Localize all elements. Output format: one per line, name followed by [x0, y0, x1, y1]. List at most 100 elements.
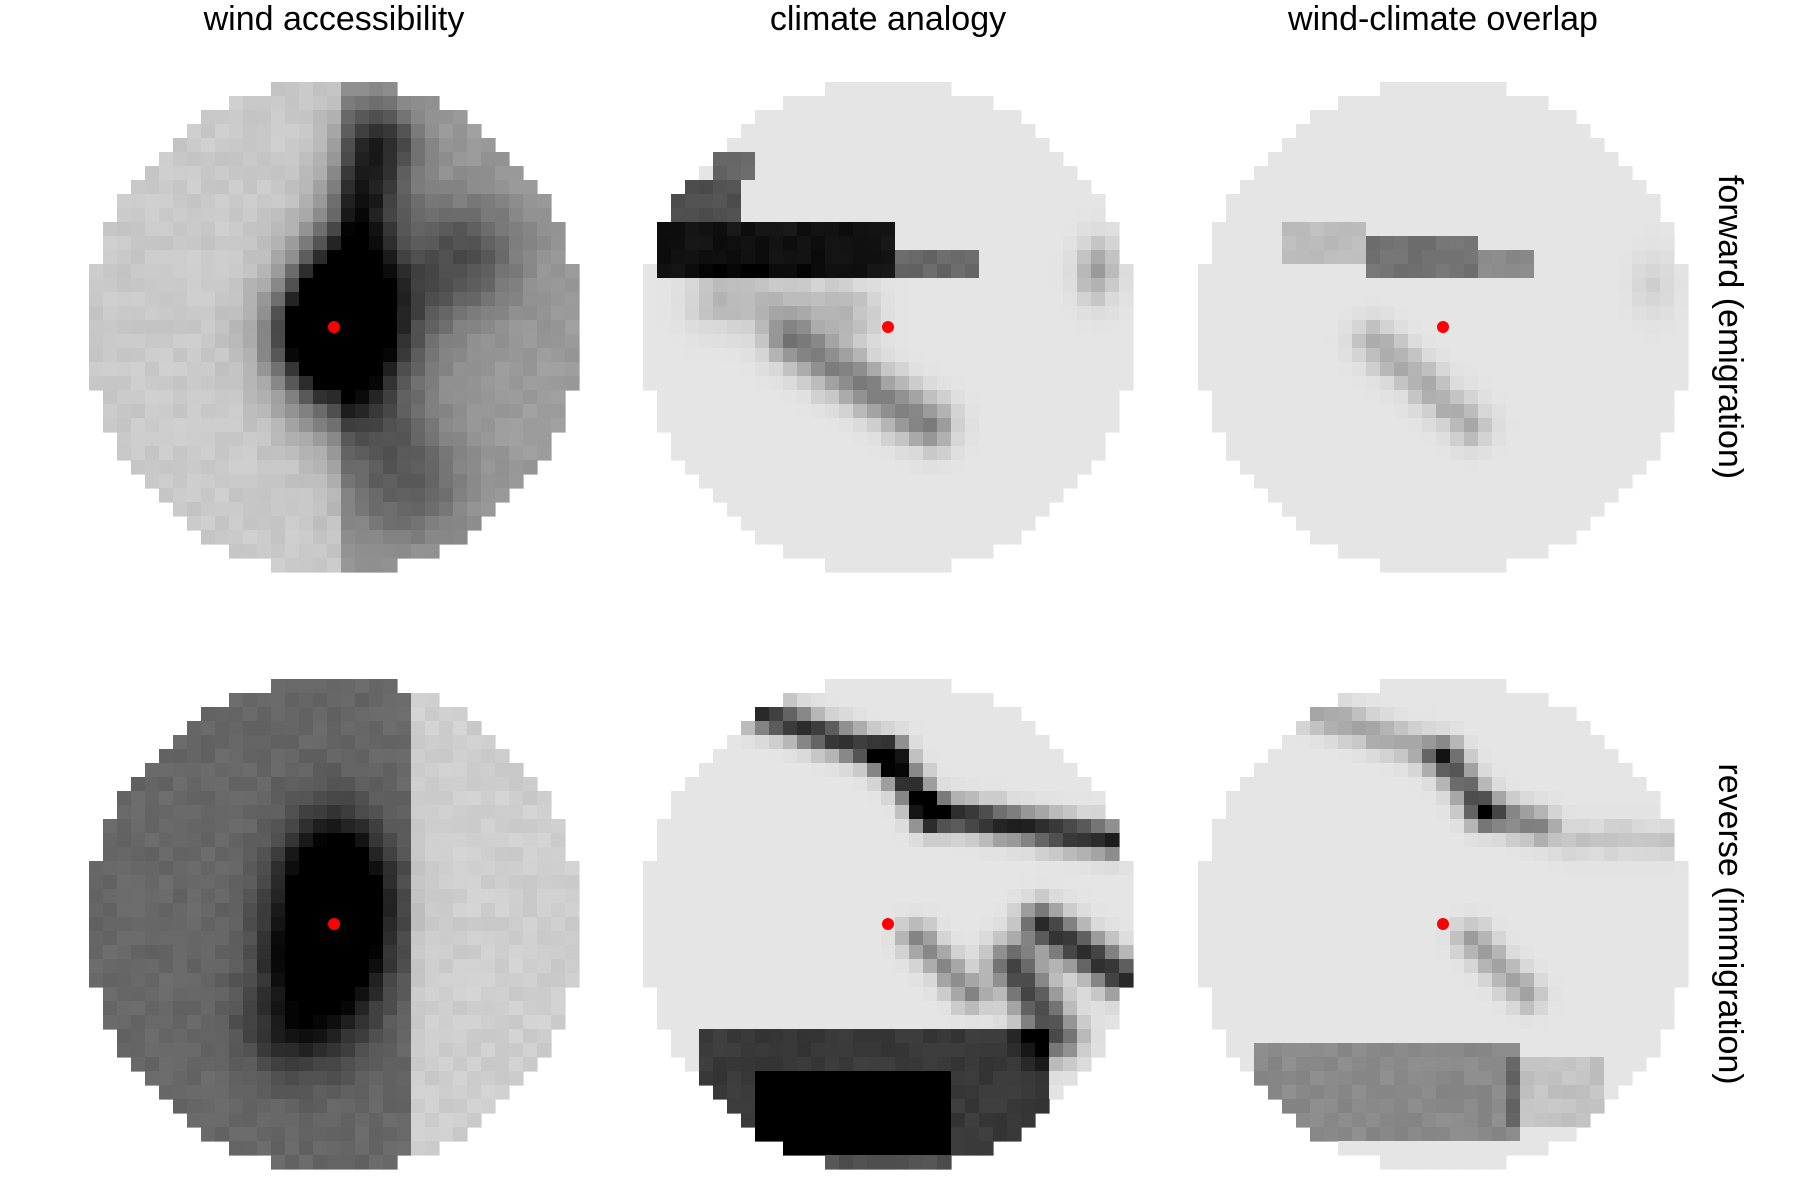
- heatmap-cell: [783, 917, 798, 932]
- heatmap-cell: [173, 152, 188, 167]
- heatmap-cell: [411, 707, 426, 722]
- heatmap-cell: [853, 693, 868, 708]
- heatmap-cell: [1562, 707, 1577, 722]
- heatmap-cell: [867, 1015, 882, 1030]
- heatmap-cell: [285, 749, 300, 764]
- heatmap-cell: [1548, 208, 1563, 223]
- heatmap-cell: [327, 679, 342, 694]
- heatmap-cell: [1436, 208, 1451, 223]
- heatmap-cell: [1548, 502, 1563, 517]
- heatmap-cell: [1464, 707, 1479, 722]
- heatmap-cell: [1422, 292, 1437, 307]
- heatmap-cell: [159, 945, 174, 960]
- heatmap-cell: [453, 180, 468, 195]
- heatmap-cell: [173, 488, 188, 503]
- heatmap-cell: [853, 987, 868, 1002]
- heatmap-cell: [439, 138, 454, 153]
- heatmap-cell: [979, 194, 994, 209]
- heatmap-cell: [951, 180, 966, 195]
- heatmap-cell: [89, 320, 104, 335]
- heatmap-cell: [1408, 376, 1423, 391]
- heatmap-cell: [839, 763, 854, 778]
- heatmap-cell: [467, 1015, 482, 1030]
- heatmap-cell: [825, 208, 840, 223]
- heatmap-cell: [909, 96, 924, 111]
- heatmap-cell: [1021, 917, 1036, 932]
- heatmap-cell: [839, 180, 854, 195]
- heatmap-cell: [727, 973, 742, 988]
- heatmap-cell: [1534, 166, 1549, 181]
- heatmap-cell: [411, 861, 426, 876]
- heatmap-cell: [187, 1001, 202, 1016]
- heatmap-cell: [453, 1029, 468, 1044]
- heatmap-cell: [1604, 418, 1619, 433]
- heatmap-cell: [1035, 847, 1050, 862]
- heatmap-cell: [923, 110, 938, 125]
- heatmap-cell: [327, 763, 342, 778]
- heatmap-cell: [853, 973, 868, 988]
- heatmap-cell: [923, 875, 938, 890]
- heatmap-cell: [1450, 516, 1465, 531]
- heatmap-cell: [1478, 222, 1493, 237]
- heatmap-cell: [769, 833, 784, 848]
- heatmap-cell: [1035, 1015, 1050, 1030]
- heatmap-cell: [1077, 1015, 1092, 1030]
- heatmap-cell: [1226, 362, 1241, 377]
- heatmap-cell: [159, 446, 174, 461]
- heatmap-cell: [685, 376, 700, 391]
- heatmap-cell: [1324, 376, 1339, 391]
- heatmap-cell: [509, 166, 524, 181]
- heatmap-cell: [965, 180, 980, 195]
- heatmap-cell: [1436, 460, 1451, 475]
- heatmap-cell: [327, 404, 342, 419]
- heatmap-cell: [383, 208, 398, 223]
- heatmap-cell: [951, 166, 966, 181]
- heatmap-cell: [355, 735, 370, 750]
- heatmap-cell: [909, 959, 924, 974]
- heatmap-cell: [1408, 749, 1423, 764]
- heatmap-cell: [425, 488, 440, 503]
- heatmap-cell: [313, 945, 328, 960]
- heatmap-cell: [1534, 502, 1549, 517]
- heatmap-cell: [1226, 264, 1241, 279]
- heatmap-cell: [145, 418, 160, 433]
- heatmap-cell: [285, 805, 300, 820]
- heatmap-cell: [895, 96, 910, 111]
- heatmap-cell: [341, 1029, 356, 1044]
- heatmap-cell: [937, 1071, 952, 1086]
- heatmap-cell: [523, 1001, 538, 1016]
- heatmap-cell: [1324, 236, 1339, 251]
- heatmap-cell: [523, 973, 538, 988]
- heatmap-cell: [453, 362, 468, 377]
- heatmap-cell: [839, 1141, 854, 1156]
- heatmap-cell: [159, 306, 174, 321]
- heatmap-cell: [1548, 404, 1563, 419]
- heatmap-cell: [1520, 194, 1535, 209]
- heatmap-cell: [1436, 138, 1451, 153]
- heatmap-cell: [299, 1043, 314, 1058]
- heatmap-cell: [699, 763, 714, 778]
- heatmap-cell: [1478, 693, 1493, 708]
- heatmap-cell: [1021, 138, 1036, 153]
- heatmap-cell: [1646, 320, 1661, 335]
- heatmap-cell: [1007, 987, 1022, 1002]
- heatmap-cell: [1049, 180, 1064, 195]
- heatmap-cell: [1590, 236, 1605, 251]
- heatmap-cell: [369, 306, 384, 321]
- heatmap-cell: [1394, 138, 1409, 153]
- heatmap-cell: [369, 194, 384, 209]
- heatmap-cell: [881, 721, 896, 736]
- heatmap-cell: [1310, 194, 1325, 209]
- heatmap-cell: [643, 362, 658, 377]
- heatmap-cell: [937, 320, 952, 335]
- heatmap-cell: [1520, 488, 1535, 503]
- heatmap-cell: [327, 348, 342, 363]
- heatmap-cell: [243, 488, 258, 503]
- heatmap-cell: [909, 735, 924, 750]
- heatmap-cell: [1520, 474, 1535, 489]
- heatmap-cell: [1007, 1001, 1022, 1016]
- heatmap-cell: [117, 278, 132, 293]
- heatmap-cell: [397, 763, 412, 778]
- heatmap-cell: [1618, 432, 1633, 447]
- heatmap-cell: [979, 847, 994, 862]
